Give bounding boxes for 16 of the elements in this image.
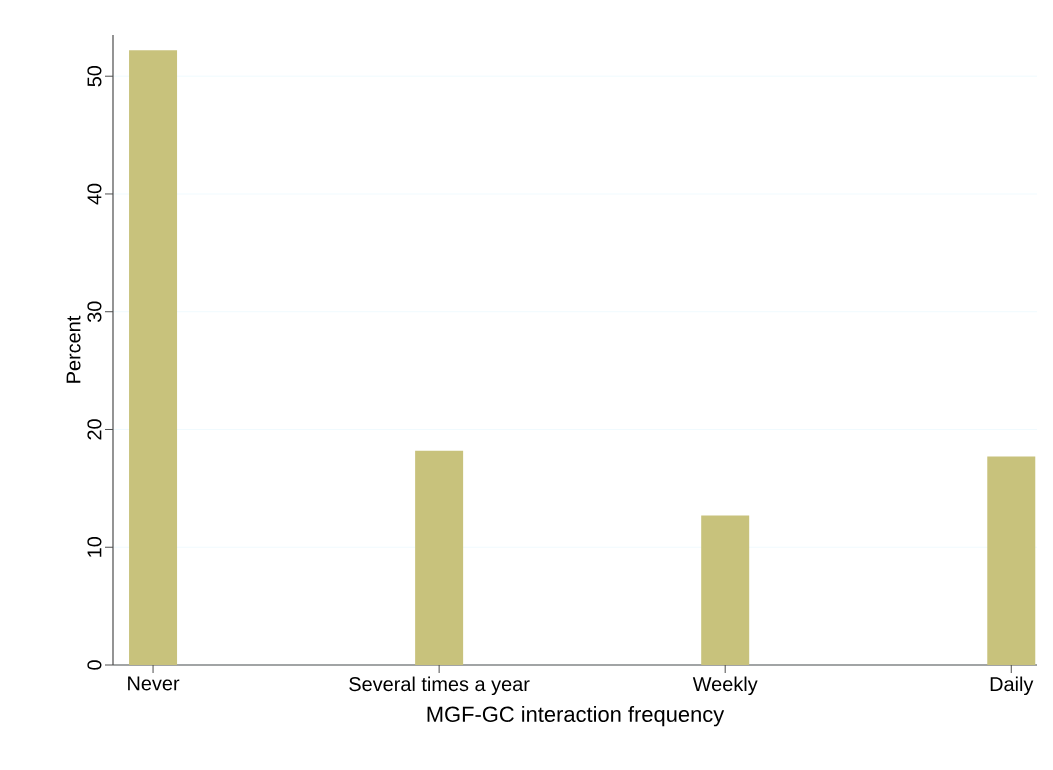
bar (701, 515, 750, 665)
y-tick-label: 20 (87, 419, 102, 440)
x-tick-label: Never (128, 676, 180, 691)
bar (129, 50, 178, 665)
y-tick-label: 40 (87, 183, 102, 205)
x-axis-title: MGF-GC interaction frequency (427, 705, 725, 727)
x-tick-label: Daily (990, 676, 1034, 696)
y-tick-label: 30 (87, 301, 102, 323)
bar (987, 456, 1036, 665)
y-tick-label: 50 (87, 65, 102, 87)
x-tick-label: Several times a year (349, 676, 530, 696)
y-axis-title: Percent (66, 315, 81, 383)
y-tick-label: 10 (87, 536, 102, 557)
bar (415, 450, 464, 665)
x-tick-label: Weekly (692, 676, 758, 696)
y-tick-label: 0 (87, 660, 102, 670)
